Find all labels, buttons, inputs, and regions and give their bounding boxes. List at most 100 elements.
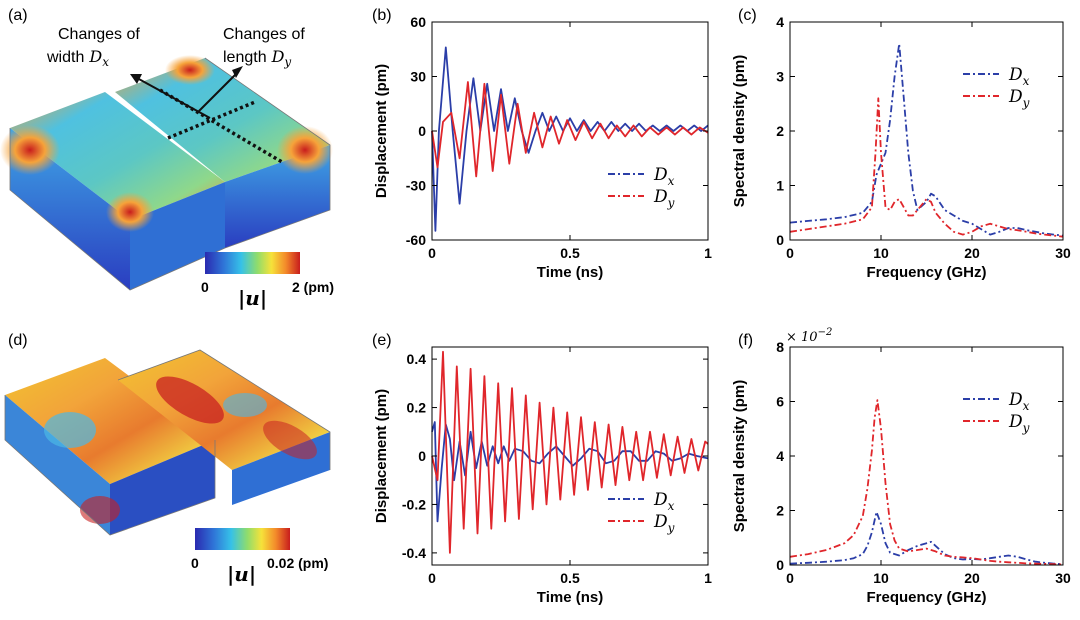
legend-symbol: D bbox=[653, 490, 668, 510]
legend-subscript: x bbox=[1023, 399, 1030, 413]
y-multiplier-exponent: −2 bbox=[818, 327, 833, 338]
x-axis-label: Time (ns) bbox=[537, 264, 603, 281]
y-tick-label: 0 bbox=[418, 123, 426, 139]
x-tick-label: 30 bbox=[1055, 245, 1071, 261]
y-tick-label: -60 bbox=[406, 232, 426, 248]
legend-subscript: y bbox=[667, 196, 675, 210]
x-axis-label: Frequency (GHz) bbox=[866, 589, 986, 606]
legend-subscript: x bbox=[668, 174, 675, 188]
panel-d-colorbar-max: 0.02 (pm) bbox=[267, 555, 328, 571]
panel-d-structure bbox=[4, 349, 331, 536]
y-tick-label: 1 bbox=[776, 178, 784, 194]
x-tick-label: 0 bbox=[428, 245, 436, 261]
x-tick-label: 20 bbox=[964, 570, 980, 586]
y-tick-label: 0 bbox=[776, 232, 784, 248]
x-axis-label: Time (ns) bbox=[537, 589, 603, 606]
panel-a-colorbar bbox=[205, 252, 300, 274]
y-tick-label: 6 bbox=[776, 394, 784, 410]
annotation-width-line1: Changes of bbox=[58, 26, 140, 43]
legend-symbol: D bbox=[653, 512, 668, 532]
annotation-dy-sub: y bbox=[283, 55, 291, 69]
legend-symbol: D bbox=[653, 187, 668, 207]
legend-subscript: y bbox=[1022, 96, 1030, 110]
chart-c: 0 10 20 30 0 1 2 3 4 Frequency (GHz) Spectral dens… bbox=[731, 14, 1071, 281]
y-tick-label: 2 bbox=[776, 503, 784, 519]
annotation-length-text: length bbox=[223, 49, 267, 66]
panel-d-colorbar-u-label: |u| bbox=[227, 562, 256, 586]
panel-a-arrowhead-width bbox=[130, 74, 142, 84]
y-tick-label: -0.4 bbox=[402, 545, 426, 561]
x-axis-label: Frequency (GHz) bbox=[866, 264, 986, 281]
legend-label-dx: Dx bbox=[1008, 390, 1030, 413]
y-tick-label: 4 bbox=[776, 448, 784, 464]
x-tick-label: 1 bbox=[704, 245, 712, 261]
panel-c-label: (c) bbox=[738, 7, 757, 24]
panel-d-left-top-face bbox=[5, 358, 215, 484]
panel-a-label: (a) bbox=[8, 7, 28, 24]
series-line-dx bbox=[789, 42, 1064, 237]
panel-d-hotspot bbox=[156, 376, 224, 424]
x-tick-label: 10 bbox=[873, 570, 889, 586]
y-tick-label: 4 bbox=[776, 14, 784, 30]
y-axis-label: Spectral density (pm) bbox=[731, 55, 748, 208]
panel-a-dotted-width-line bbox=[167, 100, 256, 140]
y-axis-label: Spectral density (pm) bbox=[731, 380, 748, 533]
y-multiplier-base: × 10 bbox=[786, 330, 818, 345]
x-tick-label: 0 bbox=[786, 570, 794, 586]
x-tick-label: 20 bbox=[964, 245, 980, 261]
y-tick-label: 30 bbox=[410, 69, 426, 85]
legend-subscript: y bbox=[1022, 421, 1030, 435]
y-tick-label: -0.2 bbox=[402, 496, 426, 512]
panel-d-coldspot bbox=[223, 393, 267, 417]
plot-frame bbox=[789, 21, 1064, 241]
annotation-dy-symbol: D bbox=[271, 47, 285, 66]
chart-f: 0 10 20 30 0 2 4 6 8 Frequency (GHz) Spectral dens… bbox=[731, 327, 1071, 606]
panel-a-arrowhead-length bbox=[232, 66, 243, 78]
chart-b: 0 0.5 1 -60 -30 0 30 60 Time (ns) Displacement (p… bbox=[373, 14, 712, 281]
panel-a-outline bbox=[9, 57, 331, 291]
y-tick-label: 0 bbox=[418, 448, 426, 464]
legend-symbol: D bbox=[1008, 390, 1023, 410]
legend-subscript: x bbox=[668, 499, 675, 513]
series-line-dx bbox=[431, 421, 709, 523]
panel-a-colorbar-min: 0 bbox=[201, 279, 209, 295]
y-multiplier-label: × 10−2 bbox=[786, 327, 832, 345]
x-tick-label: 0.5 bbox=[560, 570, 580, 586]
panel-a-left-top-face bbox=[10, 92, 225, 220]
panel-a-hotspot bbox=[165, 55, 215, 85]
x-tick-label: 0 bbox=[786, 245, 794, 261]
panel-d-hotspot bbox=[263, 420, 317, 460]
plot-frame bbox=[431, 21, 709, 241]
y-tick-label: 60 bbox=[410, 14, 426, 30]
annotation-dx-symbol: D bbox=[88, 47, 102, 66]
legend-label-dy: Dy bbox=[1008, 412, 1030, 435]
y-tick-label: -30 bbox=[406, 178, 426, 194]
panel-a-hotspot bbox=[277, 126, 333, 174]
annotation-length-line2: length Dy bbox=[223, 47, 291, 69]
x-tick-label: 30 bbox=[1055, 570, 1071, 586]
legend-symbol: D bbox=[1008, 87, 1023, 107]
panel-a-colorbar-u-label: |u| bbox=[238, 286, 267, 310]
panel-b-label: (b) bbox=[372, 7, 392, 24]
panel-a-arrow-length bbox=[197, 71, 239, 113]
y-tick-label: 2 bbox=[776, 123, 784, 139]
panel-a-hotspot bbox=[106, 192, 154, 232]
legend-label-dy: Dy bbox=[653, 187, 675, 210]
panel-a-colorbar-max: 2 (pm) bbox=[292, 279, 334, 295]
series-line-dx bbox=[789, 511, 1064, 566]
panel-d-left-front-face bbox=[5, 395, 110, 535]
panel-d-coldspot bbox=[44, 412, 96, 448]
series-line-dy bbox=[789, 399, 1064, 566]
series-line-dy bbox=[431, 350, 709, 554]
chart-e: 0 0.5 1 -0.4 -0.2 0 0.2 0.4 Time (ns) Displacemen… bbox=[373, 346, 712, 606]
legend-symbol: D bbox=[653, 165, 668, 185]
panel-a-hotspot bbox=[0, 125, 60, 175]
panel-d-colorbar bbox=[195, 528, 290, 550]
legend-subscript: y bbox=[667, 521, 675, 535]
panel-a-right-top-face bbox=[115, 58, 330, 182]
y-tick-label: 8 bbox=[776, 339, 784, 355]
x-tick-label: 1 bbox=[704, 570, 712, 586]
